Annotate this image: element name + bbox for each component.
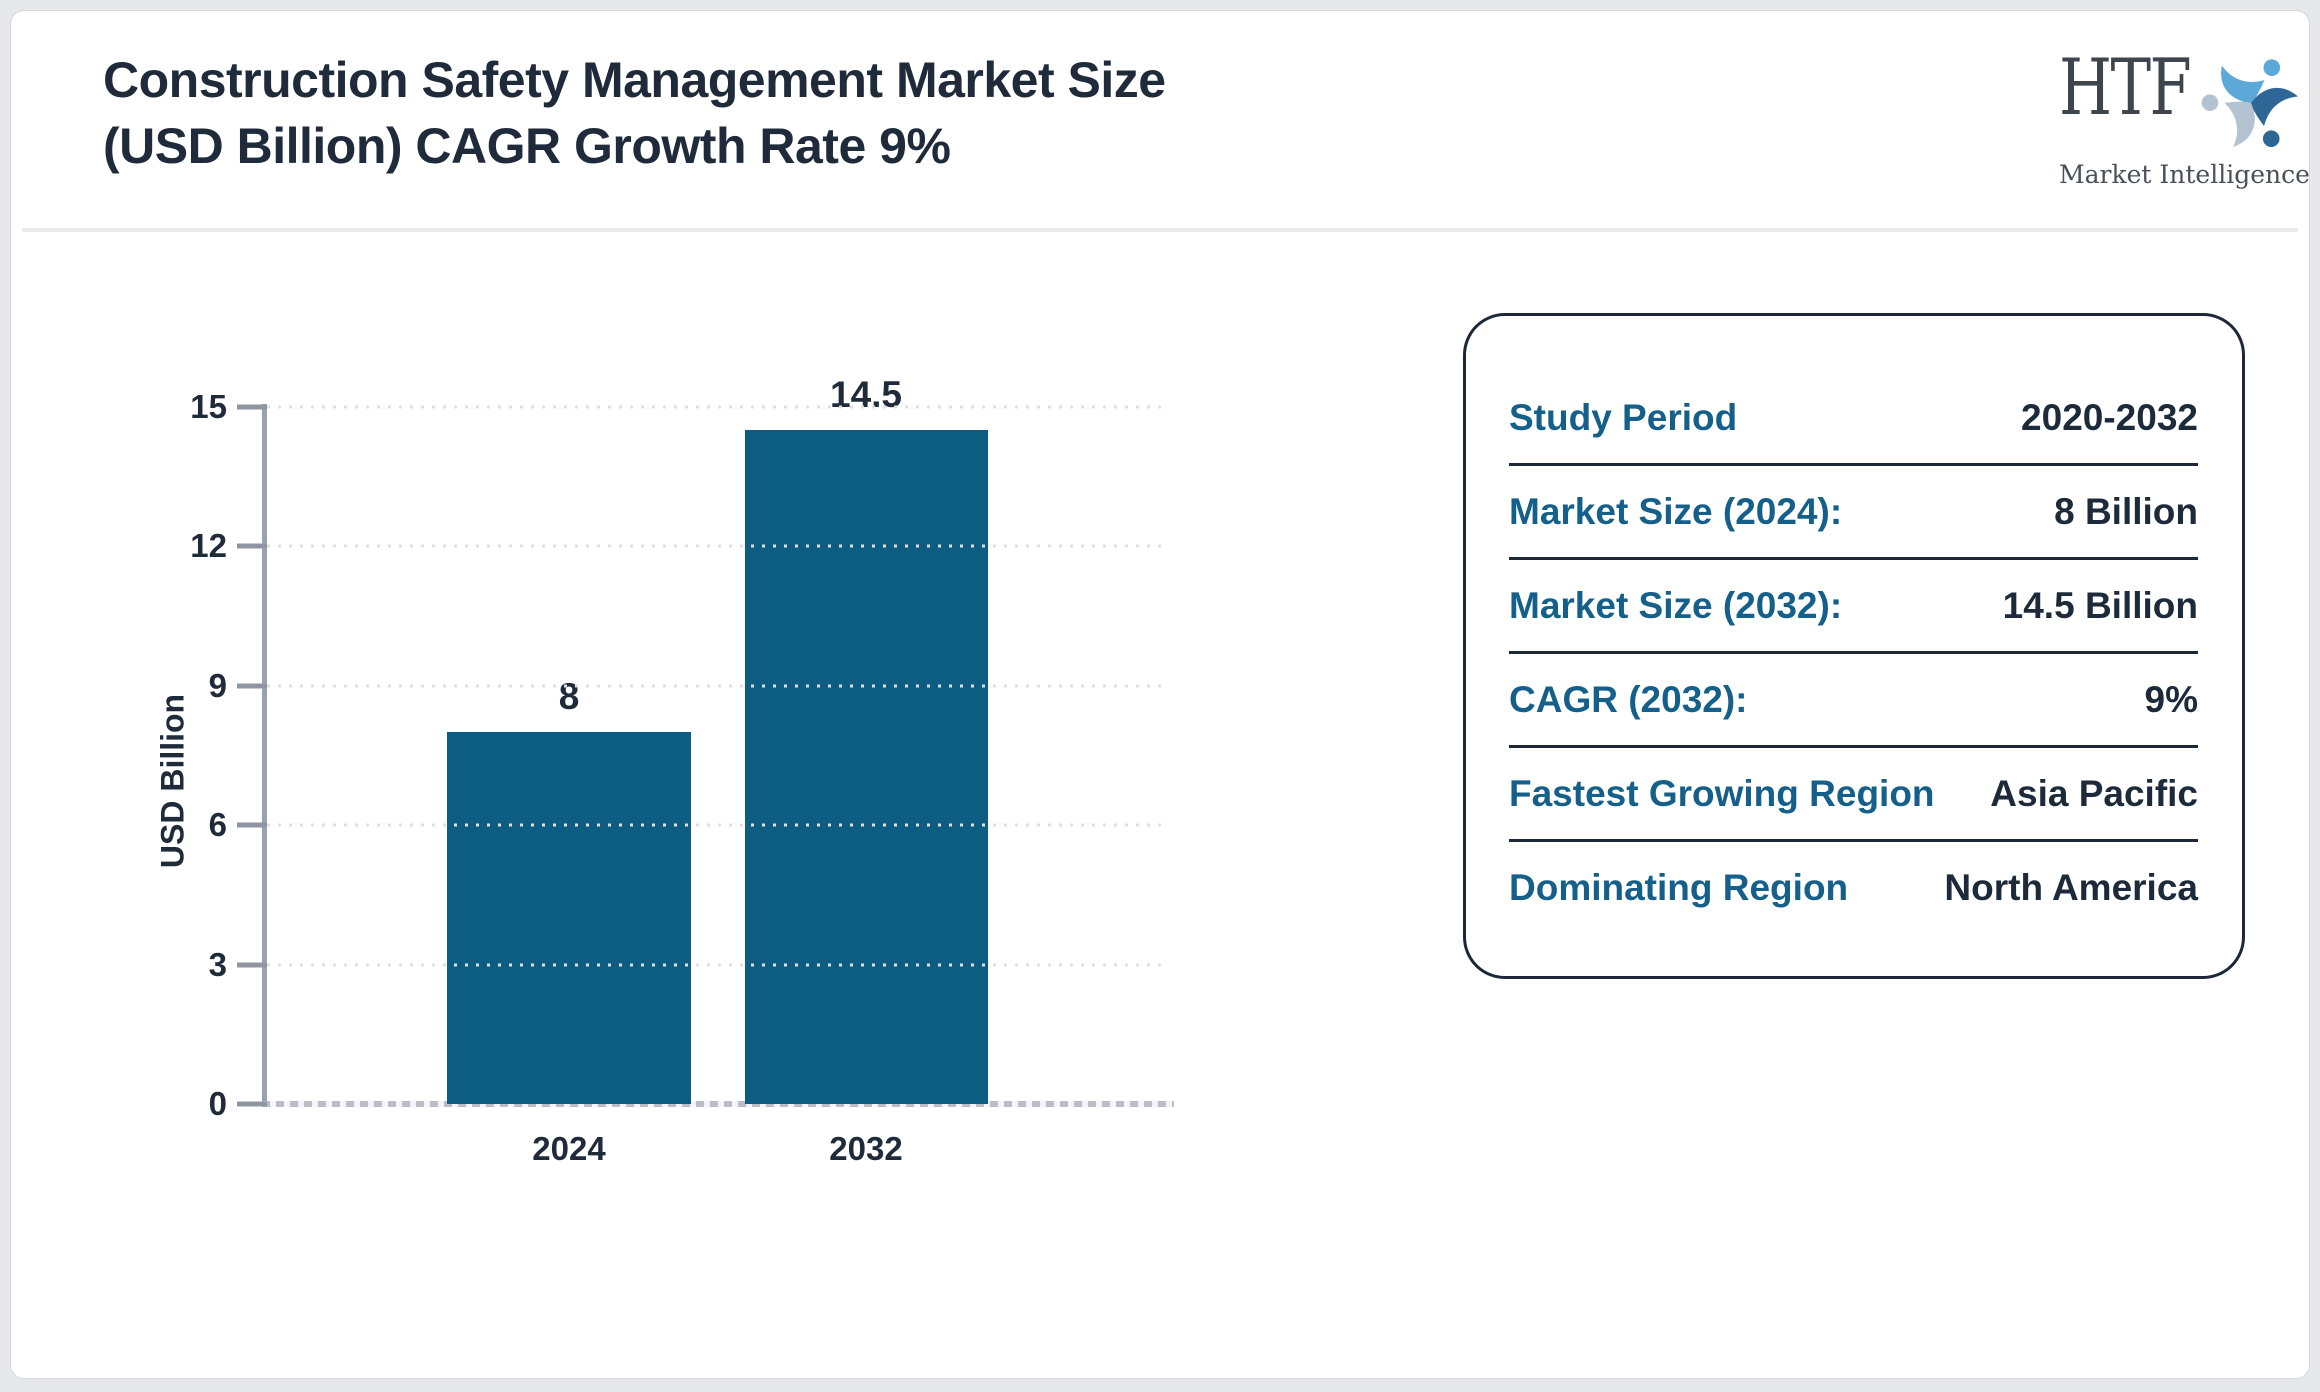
- gridline-y-9: [267, 684, 1162, 688]
- page-title-line1: Construction Safety Management Market Si…: [103, 52, 1166, 108]
- info-value: Asia Pacific: [1990, 772, 2198, 814]
- info-row-study-period: Study Period 2020-2032: [1509, 372, 2198, 466]
- info-label: Fastest Growing Region: [1509, 772, 1935, 814]
- x-axis-baseline: [262, 1101, 1174, 1107]
- x-tick-label-2032: 2032: [829, 1130, 903, 1167]
- gridline-y-3: [267, 963, 1162, 967]
- y-tickmark-3: [237, 962, 267, 968]
- bar-2032: [745, 430, 988, 1104]
- y-axis-line: [262, 404, 267, 1107]
- info-label: Dominating Region: [1509, 866, 1849, 908]
- y-tickmark-9: [237, 683, 267, 689]
- htf-logo-row: HTF: [2059, 43, 2304, 160]
- htf-logo: HTF Market Intelli: [2059, 43, 2310, 189]
- bar-chart-plot-area: 8 14.5 2024 2032 0 3 6 9 12 15: [190, 374, 1174, 1167]
- info-row-market-size-2024: Market Size (2024): 8 Billion: [1509, 466, 2198, 560]
- page-title-line2: (USD Billion) CAGR Growth Rate 9%: [103, 118, 951, 174]
- info-value: 2020-2032: [2021, 396, 2198, 438]
- info-value: North America: [1944, 866, 2198, 908]
- header-divider: [22, 228, 2298, 232]
- y-tickmark-0: [237, 1101, 267, 1107]
- info-label: Study Period: [1509, 396, 1738, 438]
- page-title: Construction Safety Management Market Si…: [103, 47, 1166, 179]
- content-card: Construction Safety Management Market Si…: [10, 10, 2310, 1379]
- y-tick-label-9: 9: [208, 666, 227, 704]
- info-row-dominating-region: Dominating Region North America: [1509, 842, 2198, 933]
- gridline-y-15: [267, 405, 1162, 409]
- info-row-fastest-growing-region: Fastest Growing Region Asia Pacific: [1509, 748, 2198, 842]
- y-tick-label-12: 12: [190, 527, 227, 565]
- info-value: 14.5 Billion: [2002, 584, 2198, 626]
- y-tickmark-15: [237, 404, 267, 410]
- htf-logo-text: HTF: [2059, 43, 2192, 133]
- htf-logo-tagline: Market Intelligence: [2059, 160, 2310, 189]
- y-tick-label-0: 0: [208, 1085, 227, 1122]
- htf-swirl-icon: [2198, 51, 2304, 160]
- info-label: Market Size (2032):: [1509, 584, 1843, 626]
- market-summary-panel: Study Period 2020-2032 Market Size (2024…: [1463, 313, 2245, 979]
- bar-2024: [447, 732, 691, 1104]
- info-value: 8 Billion: [2054, 490, 2198, 532]
- gridline-y-6: [267, 823, 1162, 827]
- x-tick-label-2024: 2024: [532, 1130, 606, 1167]
- info-label: Market Size (2024):: [1509, 490, 1843, 532]
- info-row-market-size-2032: Market Size (2032): 14.5 Billion: [1509, 560, 2198, 654]
- gridline-y-12: [267, 544, 1162, 548]
- y-tick-label-3: 3: [208, 945, 227, 983]
- bar-value-label-2024: 8: [558, 676, 580, 718]
- info-label: CAGR (2032):: [1509, 678, 1748, 720]
- y-tick-label-15: 15: [190, 388, 227, 425]
- info-value: 9%: [2144, 678, 2198, 720]
- y-tickmark-6: [237, 822, 267, 828]
- y-tickmark-12: [237, 543, 267, 549]
- bar-value-label-2032: 14.5: [829, 374, 903, 416]
- y-tick-label-6: 6: [208, 806, 227, 844]
- info-row-cagr: CAGR (2032): 9%: [1509, 654, 2198, 748]
